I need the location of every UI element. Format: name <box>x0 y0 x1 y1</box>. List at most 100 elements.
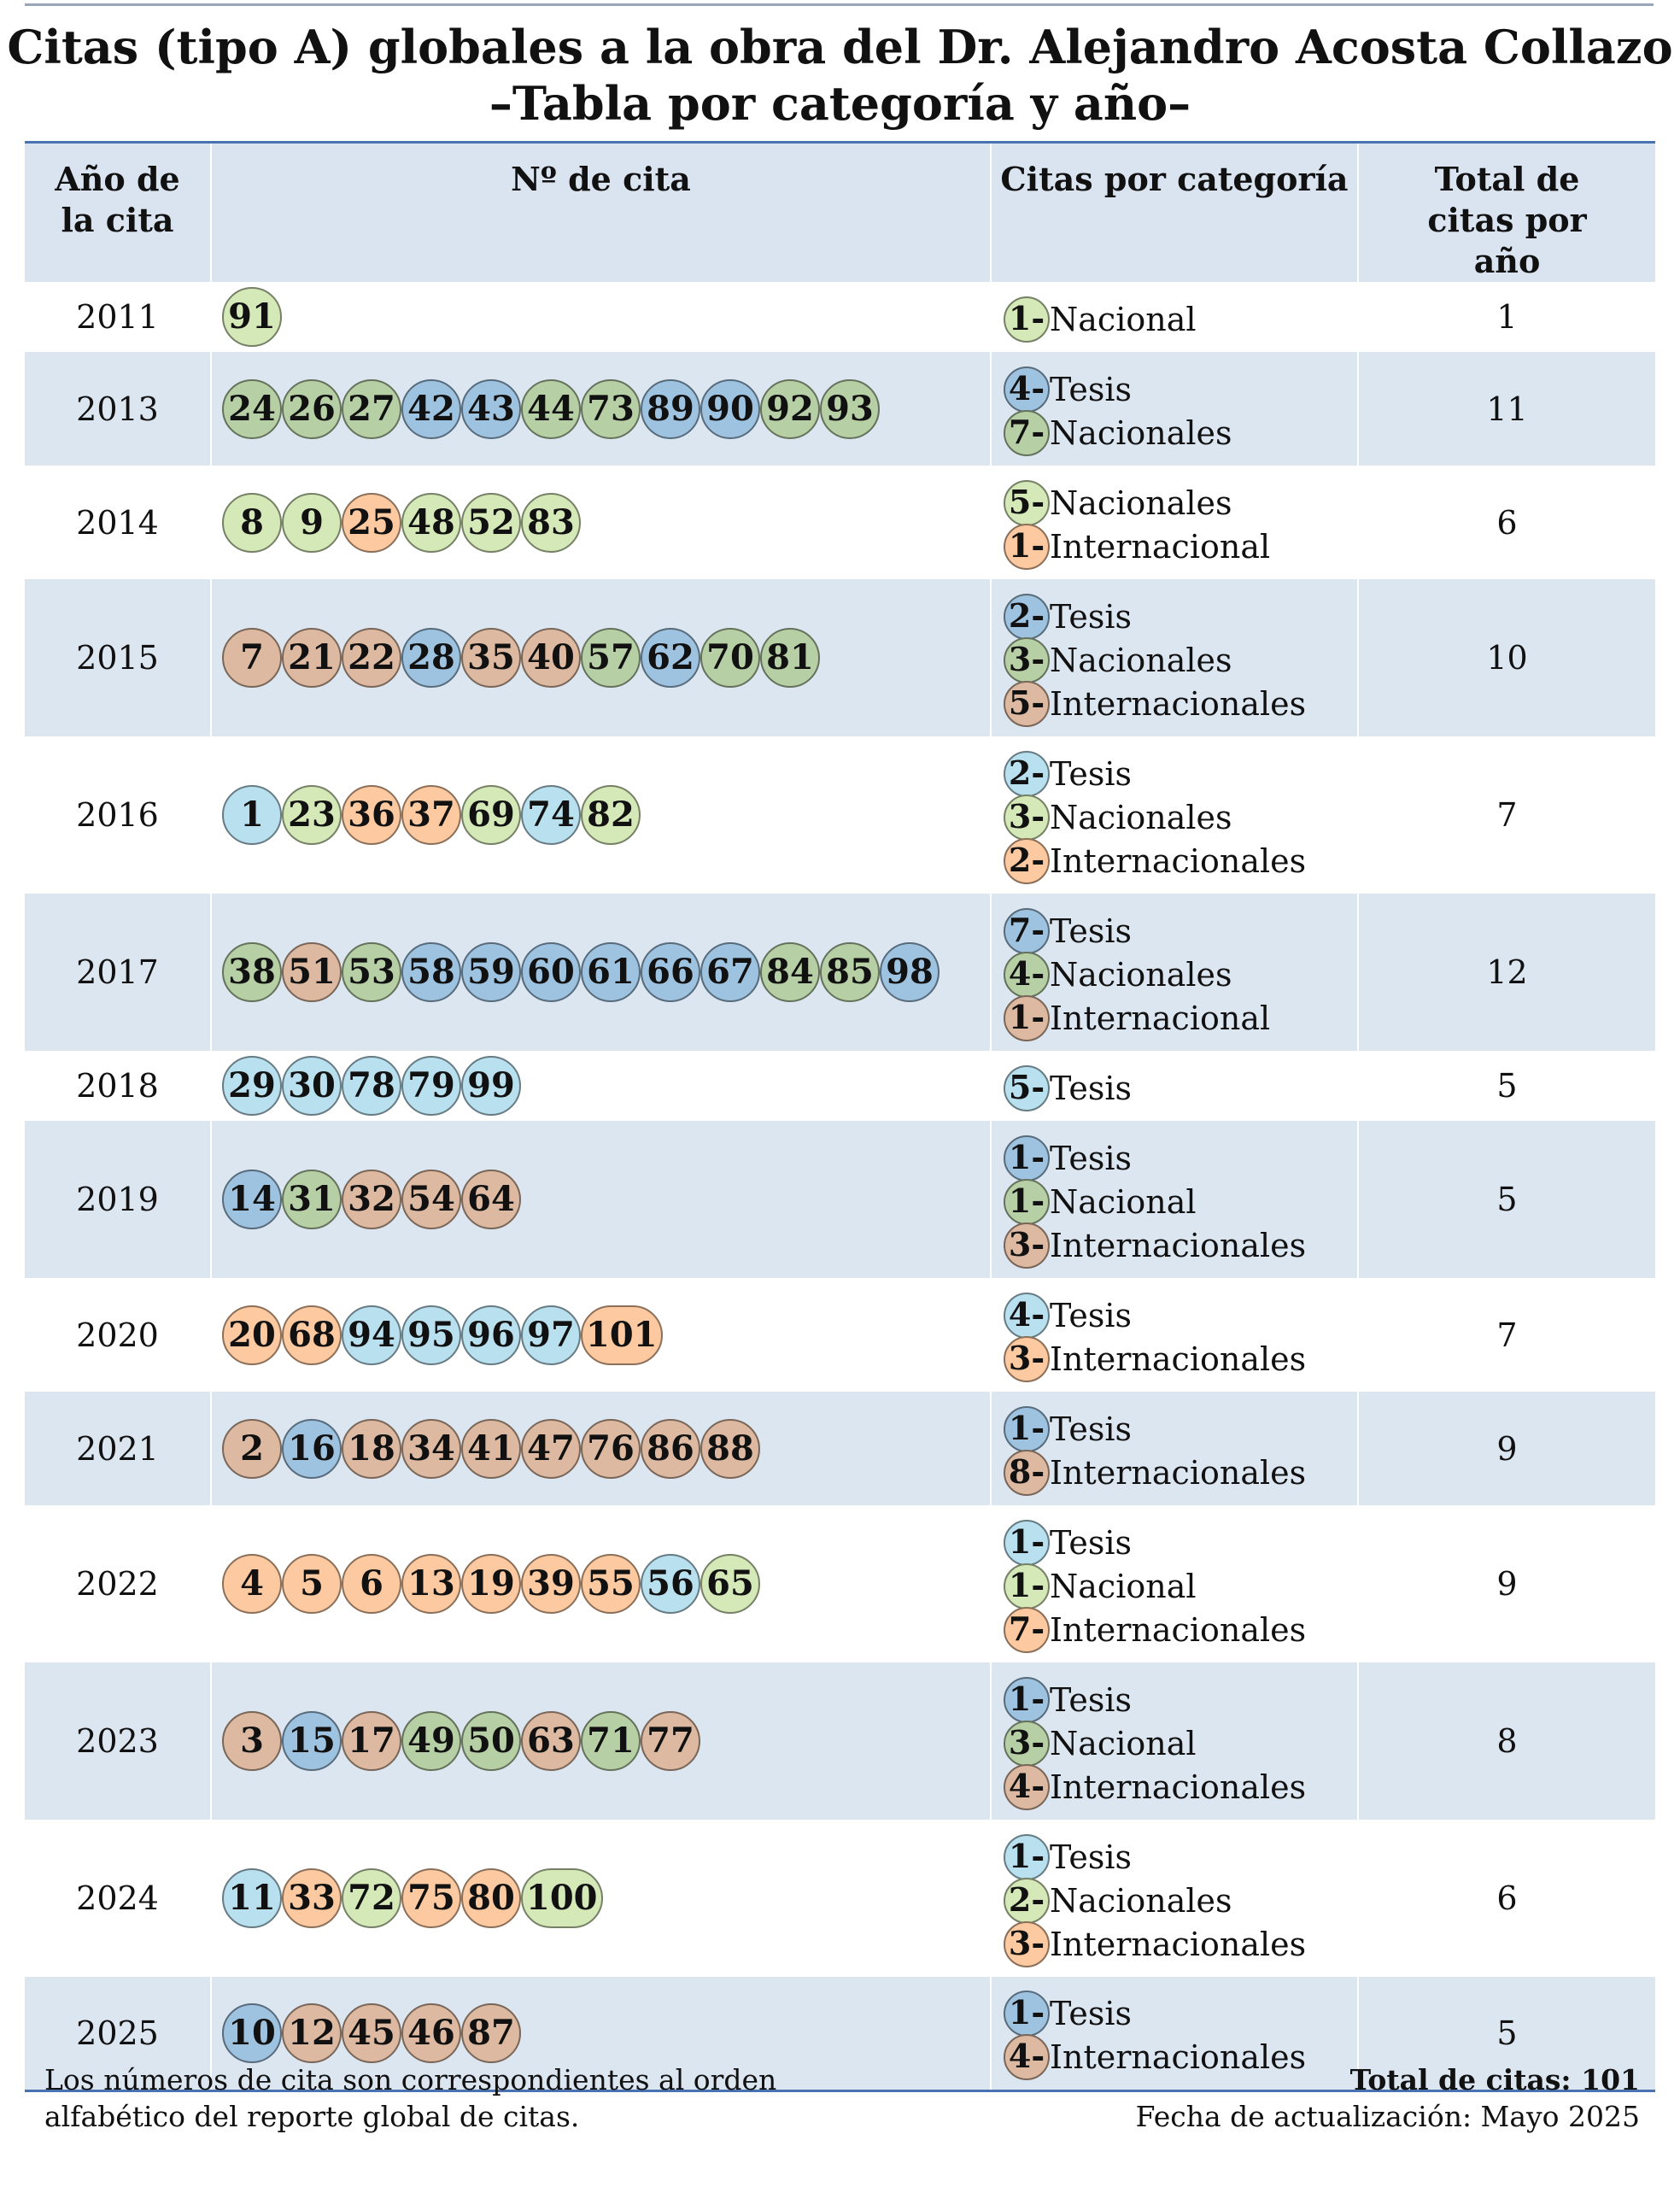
category-label: Tesis <box>1050 1680 1133 1719</box>
category-list: 1- Nacional <box>990 282 1358 352</box>
cite-list: 7 21 22 28 35 40 57 62 70 81 <box>210 579 991 736</box>
category-count: 1- <box>1004 1135 1050 1181</box>
year: 2025 <box>25 1977 211 2090</box>
cite-badge: 3 <box>222 1711 282 1771</box>
category-count: 4- <box>1004 2034 1050 2081</box>
category-count: 3- <box>1004 794 1050 841</box>
table-row: 2021 2 16 18 34 41 47 76 86 88 1- Tesis 8- Internacio… <box>25 1392 1655 1505</box>
cite-badge: 56 <box>641 1554 700 1614</box>
category: 7- Internacionales <box>1004 1606 1357 1653</box>
cite-badge: 32 <box>342 1170 401 1229</box>
category-label: Internacionales <box>1050 1768 1307 1806</box>
category: 1- Tesis <box>1004 1833 1357 1880</box>
category-list: 2- Tesis 3- Nacionales 5- Internacionales <box>990 579 1358 736</box>
category-count: 4- <box>1004 1293 1050 1339</box>
category: 1- Internacional <box>1004 994 1357 1041</box>
cite-badge: 16 <box>282 1418 342 1479</box>
category-list: 1- Tesis 4- Internacionales <box>990 1977 1358 2090</box>
table-body: 2011 91 1- Nacional 1 2013 24 26 27 42 43 44 73 89 90 9… <box>25 282 1655 2090</box>
cite-badge: 19 <box>461 1554 521 1614</box>
year: 2014 <box>76 503 159 542</box>
cite-badge: 88 <box>700 1418 760 1479</box>
category-list: 4- Tesis 7- Nacionales <box>990 352 1358 466</box>
category-count: 3- <box>1004 637 1050 683</box>
category-count: 1- <box>1004 1520 1050 1566</box>
table-row: 2014 8 9 25 48 52 83 5- Nacionales 1- Internaciona… <box>25 466 1655 579</box>
category-label: Tesis <box>1050 1069 1133 1107</box>
category-count: 2- <box>1004 594 1050 640</box>
cite-badge: 67 <box>700 942 760 1002</box>
cite-badge: 14 <box>222 1170 282 1229</box>
category: 3- Internacionales <box>1004 1335 1357 1382</box>
category: 8- Internacionales <box>1004 1449 1357 1496</box>
row-total: 6 <box>1357 466 1655 579</box>
table-row: 2025 10 12 45 46 87 1- Tesis 4- Internacionales 5 <box>25 1977 1655 2090</box>
category: 4- Tesis <box>1004 1292 1357 1339</box>
cite-list: 38 51 53 58 59 60 61 66 67 84 85 98 <box>210 894 991 1051</box>
table-row: 2011 91 1- Nacional 1 <box>25 282 1655 352</box>
cite-badge: 90 <box>700 378 760 439</box>
year: 2023 <box>25 1662 211 1820</box>
category: 2- Nacionales <box>1004 1877 1357 1924</box>
category: 3- Internacionales <box>1004 1222 1357 1269</box>
cite-badge: 33 <box>282 1868 342 1928</box>
category: 7- Nacionales <box>1004 409 1357 456</box>
category-list: 1- Tesis 1- Nacional 7- Internacionales <box>990 1505 1358 1662</box>
cite-badge: 34 <box>401 1418 461 1479</box>
cite-badge: 54 <box>401 1170 461 1229</box>
category: 4- Internacionales <box>1004 2033 1357 2081</box>
cite-badge: 26 <box>282 378 342 439</box>
cite-badge: 78 <box>342 1056 401 1116</box>
category-label: Nacionales <box>1050 1881 1232 1920</box>
category: 1- Nacional <box>1004 1563 1357 1609</box>
category: 2- Tesis <box>1004 593 1357 640</box>
cite-badge: 73 <box>581 378 641 439</box>
year: 2013 <box>25 352 211 466</box>
category-label: Nacional <box>1050 300 1197 338</box>
category: 1- Tesis <box>1004 1990 1357 2037</box>
cite-badge: 42 <box>401 378 461 439</box>
row-total: 11 <box>1357 352 1655 466</box>
cite-badge: 36 <box>342 785 401 845</box>
cite-badge: 60 <box>521 942 581 1002</box>
category-label: Tesis <box>1050 1523 1133 1562</box>
cite-badge: 30 <box>282 1056 342 1116</box>
cite-badge: 18 <box>342 1418 401 1479</box>
cite-badge: 85 <box>820 942 880 1002</box>
category: 3- Nacionales <box>1004 636 1357 683</box>
cite-badge: 7 <box>222 628 282 688</box>
category-label: Nacionales <box>1050 798 1232 836</box>
category: 2- Tesis <box>1004 750 1357 797</box>
category-label: Nacionales <box>1050 484 1232 522</box>
cite-badge: 66 <box>641 942 700 1002</box>
category-count: 3- <box>1004 1721 1050 1767</box>
cite-badge: 83 <box>521 492 581 553</box>
row-total: 10 <box>1357 579 1655 736</box>
category-label: Nacionales <box>1050 641 1232 679</box>
cite-list: 11 33 72 75 80 100 <box>210 1820 991 1977</box>
summary: Total de citas: 101 Fecha de actualizaci… <box>1136 2061 1640 2135</box>
citation-table: Año de la cita Nº de cita Citas por cate… <box>25 141 1655 2092</box>
cite-badge: 91 <box>222 287 282 347</box>
footnote-line: Los números de cita son correspondientes… <box>44 2063 777 2096</box>
cite-badge: 92 <box>760 378 820 439</box>
cite-badge: 8 <box>222 492 282 553</box>
cite-badge: 80 <box>461 1868 521 1928</box>
cite-badge: 2 <box>222 1418 282 1479</box>
cite-badge: 74 <box>521 785 581 845</box>
year: 2024 <box>76 1879 159 1917</box>
cite-badge: 59 <box>461 942 521 1002</box>
category-count: 4- <box>1004 952 1050 998</box>
year: 2022 <box>76 1565 159 1603</box>
cite-list: 4 5 6 13 19 39 55 56 65 <box>210 1505 991 1662</box>
cite-badge: 94 <box>342 1305 401 1365</box>
category-label: Internacional <box>1050 527 1271 566</box>
cite-badge: 75 <box>401 1868 461 1928</box>
year: 2011 <box>76 298 159 336</box>
title-line: –Tabla por categoría y año– <box>489 76 1191 131</box>
category-count: 3- <box>1004 1222 1050 1269</box>
cite-badge: 79 <box>401 1056 461 1116</box>
row-total: 5 <box>1357 1121 1655 1278</box>
category-count: 2- <box>1004 751 1050 797</box>
category-count: 5- <box>1004 681 1050 727</box>
